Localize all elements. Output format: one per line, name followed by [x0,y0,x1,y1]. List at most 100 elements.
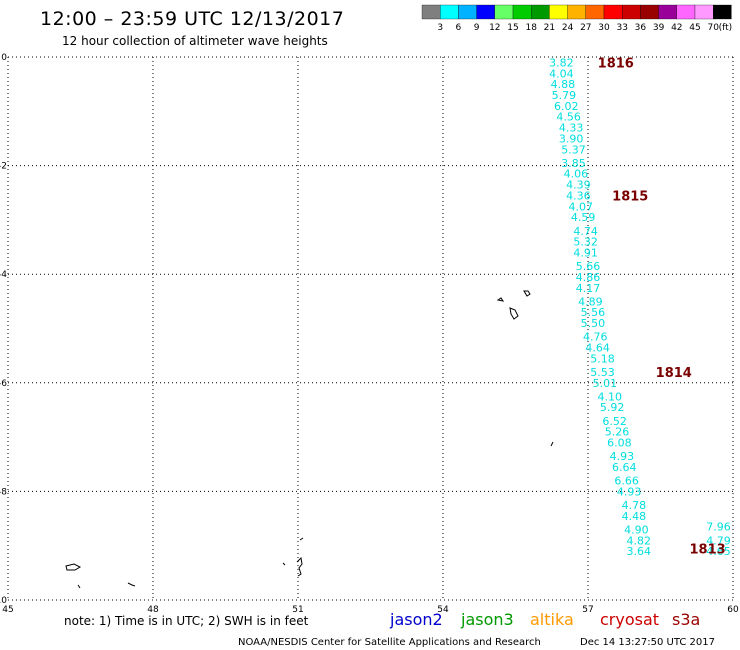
wave-height-point: 6.64 [612,461,637,474]
x-tick-label: 45 [2,605,13,615]
wave-height-point: 4.04 [549,67,574,80]
pass-label: 1816 [598,56,634,71]
colorbar-swatch [676,4,696,20]
x-tick-label: 51 [292,605,303,615]
wave-height-point: 4.89 [578,295,603,308]
island-5 [296,556,303,577]
colorbar-swatch [603,4,623,20]
wave-height-point: 4.91 [573,246,598,259]
island-2 [523,290,531,297]
wave-height-point: 5.18 [590,352,615,365]
wave-height-point: 4.78 [622,499,647,512]
footer-note: note: 1) Time is in UTC; 2) SWH is in fe… [64,614,309,628]
wave-height-point: 4.79 [706,534,731,547]
island-9 [127,582,136,587]
colorbar-label: 39 [653,23,665,33]
wave-height-point: 4.93 [617,485,642,498]
wave-height-point: 6.52 [602,415,627,428]
colorbar-swatch [658,4,677,20]
y-tick-label: 0 [1,53,7,63]
colorbar-label: 27 [580,23,591,33]
colorbar-swatch [440,4,459,20]
chart-title: 12:00 – 23:59 UTC 12/13/2017 [40,8,344,30]
wave-height-point: 4.06 [564,168,589,181]
pass-label: 1813 [690,542,726,557]
wave-height-point: 5.66 [576,260,601,273]
colorbar-swatch [585,4,605,20]
wave-height-point: 4.64 [585,342,610,355]
wave-height-point: 5.01 [593,377,618,390]
colorbar-swatch [622,4,641,20]
colorbar-label: 70 [707,23,719,33]
colorbar-label: 21 [544,23,555,33]
legend-entry-cryosat: cryosat [600,610,659,629]
colorbar-label: (ft) [719,23,733,33]
wave-height-point: 4.93 [610,450,635,463]
island-7 [65,563,82,571]
wave-height-point: 5.53 [590,366,615,379]
wave-height-point: 4.07 [569,200,594,213]
island-6 [299,537,304,541]
colorbar-label: 12 [489,23,500,33]
wave-height-point: 7.96 [706,521,731,534]
colorbar-label: 18 [525,23,537,33]
island-3 [509,307,519,320]
y-tick-label: -10 [0,596,7,606]
legend-entry-jason2: jason2 [389,610,443,629]
wave-height-point: 5.56 [581,306,606,319]
colorbar-swatch [512,4,532,20]
colorbar-label: 6 [456,23,462,33]
colorbar-legend: 3 6 9 12 15 18 21 24 27 30 33 36 39 42 45 70 (ft) [421,4,733,33]
x-tick-label: 60 [727,605,739,615]
wave-height-point: 3.85 [561,157,586,170]
wave-height-point: 4.82 [627,534,652,547]
satellite-legend: jason2 jason3 altika cryosat s3a [389,610,700,629]
colorbar-swatch [549,4,568,20]
wave-height-point: 5.37 [561,143,586,156]
footer-timestamp: Dec 14 13:27:50 UTC 2017 [580,637,715,648]
wave-height-point: 4.48 [622,510,647,523]
colorbar-swatch [476,4,495,20]
wave-height-point: 4.59 [571,211,596,224]
colorbar-swatch [567,4,586,20]
wave-height-point: 5.50 [581,317,606,330]
colorbar-label: 15 [507,23,518,33]
colorbar-label: 45 [689,23,700,33]
chart-subtitle: 12 hour collection of altimeter wave hei… [62,34,328,48]
wave-height-point: 6.08 [607,437,632,450]
colorbar-label: 3 [437,23,443,33]
colorbar-swatch [713,4,732,20]
wave-height-point: 4.56 [556,111,581,124]
colorbar-label: 33 [616,23,627,33]
island-1 [496,297,505,302]
wave-height-point: 4.36 [566,189,591,202]
y-tick-label: -8 [0,487,7,497]
colorbar-swatch [531,4,550,20]
footer-credit: NOAA/NESDIS Center for Satellite Applica… [238,637,541,648]
wave-height-point: 5.32 [573,236,598,249]
colorbar-label: 42 [671,23,682,33]
colorbar-swatch [694,4,714,20]
pass-label: 1814 [656,366,692,381]
x-tick-label: 48 [147,605,159,615]
plot-grid: 45 48 51 54 57 60 0 -2 -4 -6 -8 -10 [0,53,739,615]
wave-height-point: 6.66 [614,475,639,488]
colorbar-swatch [421,4,441,20]
legend-entry-s3a: s3a [672,610,700,629]
colorbar-swatch [494,4,514,20]
wave-height-point: 4.39 [566,179,591,192]
island-10 [282,562,286,566]
colorbar-swatch [640,4,659,20]
colorbar-swatch [458,4,477,20]
colorbar-label: 30 [598,23,610,33]
wave-height-point: 3.64 [627,545,652,558]
wave-height-point: 4.90 [624,523,649,536]
island-8 [77,584,81,589]
legend-entry-jason3: jason3 [460,610,514,629]
colorbar-label: 9 [474,23,480,33]
y-tick-label: -2 [0,162,7,172]
wave-height-point: 4.10 [598,390,623,403]
x-tick-label: 57 [582,605,593,615]
y-tick-label: -6 [0,379,7,389]
